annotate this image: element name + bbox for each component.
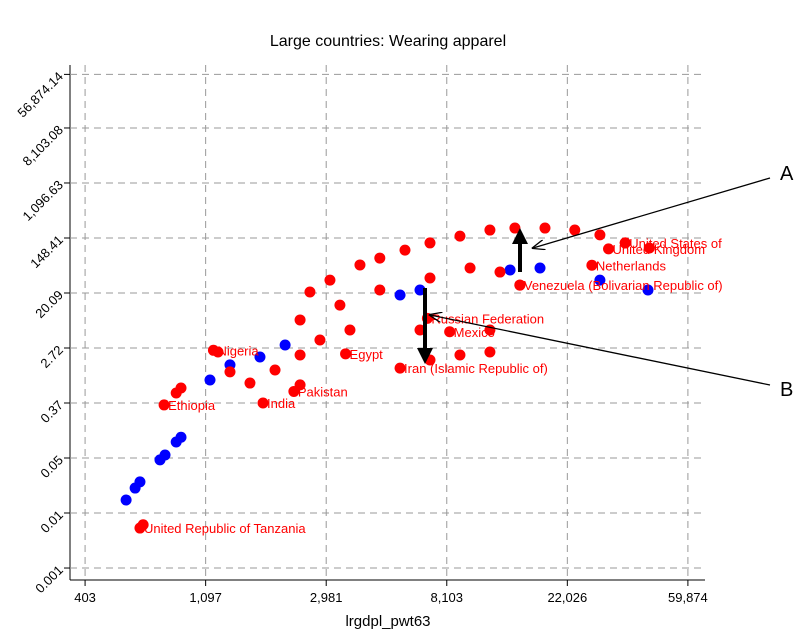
point-label: United States of [629,236,722,251]
y-tick-label: 2.72 [37,342,66,371]
chart-title: Large countries: Wearing apparel [270,33,506,50]
point [534,262,546,274]
point-label: Pakistan [298,384,348,399]
point [444,326,456,338]
point [304,286,316,298]
point [294,314,306,326]
point-label: United Republic of Tanzania [144,521,306,536]
point [204,374,216,386]
point [279,339,291,351]
point [254,351,266,363]
y-tick-label: 148.41 [27,232,66,271]
point-label: Netherlands [596,258,667,273]
point-label: Iran (Islamic Republic of) [404,361,548,376]
point [619,237,631,249]
point [643,242,655,254]
point [399,244,411,256]
y-tick-label: 20.09 [32,287,66,321]
point [509,222,521,234]
point [454,230,466,242]
point [374,284,386,296]
point-label: United Kingdom [613,242,706,257]
x-tick-label: 403 [74,590,96,605]
point [134,522,146,534]
point [594,229,606,241]
point [514,279,526,291]
point [257,397,269,409]
point [158,399,170,411]
x-axis-label: lrgdpl_pwt63 [345,613,430,630]
point [569,224,581,236]
point [414,324,426,336]
point [603,243,615,255]
point [394,289,406,301]
point-label: Ethiopia [168,398,216,413]
point [269,364,281,376]
x-tick-label: 8,103 [430,590,463,605]
point [642,284,654,296]
point [494,266,506,278]
point-label: Venezuela (Bolivarian Republic of) [524,278,723,293]
pointer-b [430,315,771,386]
point [324,274,336,286]
point-label: Egypt [350,347,384,362]
x-tick-label: 2,981 [310,590,343,605]
point [504,264,516,276]
y-tick-label: 56,874.14 [14,69,66,121]
point-label: Nigeria [217,343,259,358]
y-tick-label: 8,103.08 [20,122,66,168]
point [288,385,300,397]
point [539,222,551,234]
pointer-a [533,177,771,248]
point [175,431,187,443]
point [454,349,466,361]
point [344,324,356,336]
y-tick-label: 0.001 [32,562,66,596]
y-tick-label: 0.37 [37,397,66,426]
point [414,284,426,296]
y-tick-label: 0.01 [37,507,66,536]
point [484,224,496,236]
x-tick-label: 59,874 [668,590,708,605]
x-tick-label: 22,026 [547,590,587,605]
point [314,334,326,346]
point [484,346,496,358]
point [224,366,236,378]
y-tick-label: 1,096.63 [20,177,66,223]
point [334,299,346,311]
y-tick-label: 0.05 [37,452,66,481]
point [586,259,598,271]
point [594,274,606,286]
point [424,272,436,284]
point [244,377,256,389]
x-tick-label: 1,097 [189,590,222,605]
point [340,348,352,360]
annotation: B [780,379,793,401]
point [159,449,171,461]
point [120,494,132,506]
point [175,382,187,394]
point [464,262,476,274]
point [424,237,436,249]
point [374,252,386,264]
point-label: Russian Federation [431,311,544,326]
point [394,362,406,374]
annotation: A [780,163,794,185]
point [294,349,306,361]
point [207,344,219,356]
point-label: India [267,396,296,411]
point-label: Mexico [454,325,495,340]
point [134,476,146,488]
point [354,259,366,271]
